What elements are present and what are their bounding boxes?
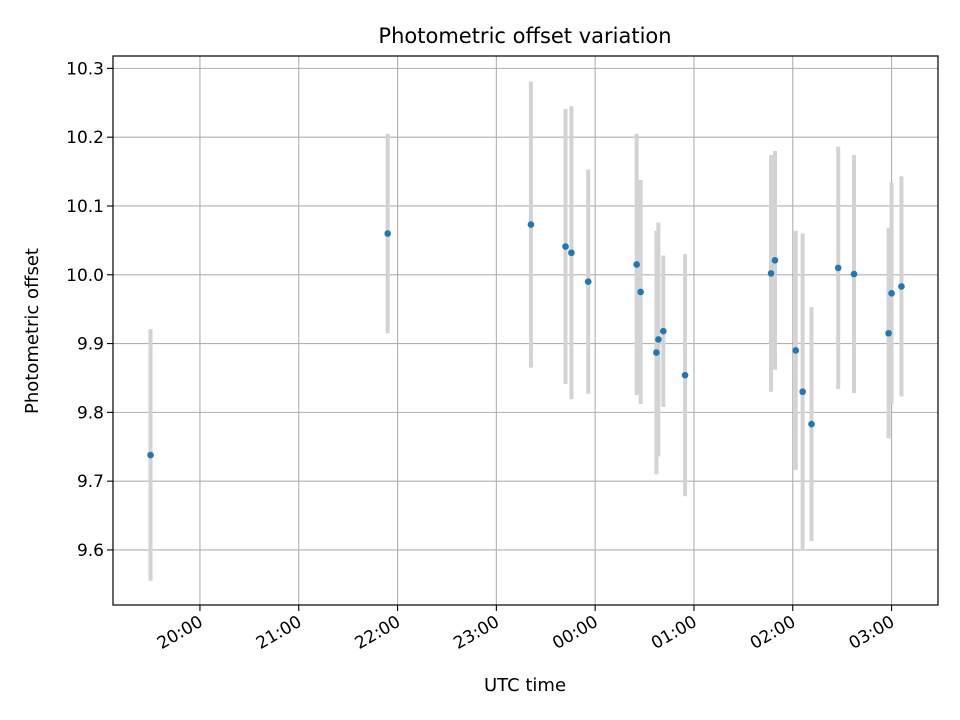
y-tick-label: 10.2: [66, 128, 104, 148]
data-points: [147, 221, 905, 459]
data-point: [888, 290, 895, 297]
chart-title: Photometric offset variation: [378, 24, 671, 48]
y-tick-label: 10.1: [66, 197, 104, 217]
data-point: [584, 278, 592, 285]
data-point: [562, 243, 569, 250]
data-point: [850, 270, 858, 278]
data-point: [655, 336, 662, 343]
data-point: [898, 283, 905, 290]
y-tick-label: 9.9: [77, 335, 104, 355]
data-point: [660, 327, 667, 335]
data-point: [771, 257, 779, 264]
y-tick-label: 9.8: [77, 403, 104, 423]
x-axis-label: UTC time: [484, 675, 566, 696]
data-point: [384, 230, 391, 237]
data-point: [147, 451, 154, 459]
y-axis-label: Photometric offset: [22, 248, 43, 414]
data-point: [633, 261, 640, 268]
data-point: [885, 329, 892, 337]
data-point: [834, 264, 842, 272]
data-point: [792, 347, 800, 354]
data-point: [527, 221, 535, 228]
y-axis-ticks: 9.6 9.7 9.8 9.9 10.0 10.1 10.2 10.3: [66, 59, 113, 561]
data-point: [808, 420, 815, 428]
data-point: [767, 270, 775, 277]
data-point: [681, 371, 689, 379]
data-point: [799, 388, 806, 396]
y-tick-label: 10.0: [66, 266, 104, 286]
data-point: [568, 249, 575, 257]
data-point: [653, 349, 660, 356]
plot-frame: [112, 55, 939, 606]
y-tick-label: 9.7: [77, 472, 104, 492]
grid: [113, 56, 938, 605]
data-point: [637, 288, 644, 296]
y-tick-label: 10.3: [66, 59, 104, 79]
y-tick-label: 9.6: [77, 541, 104, 561]
